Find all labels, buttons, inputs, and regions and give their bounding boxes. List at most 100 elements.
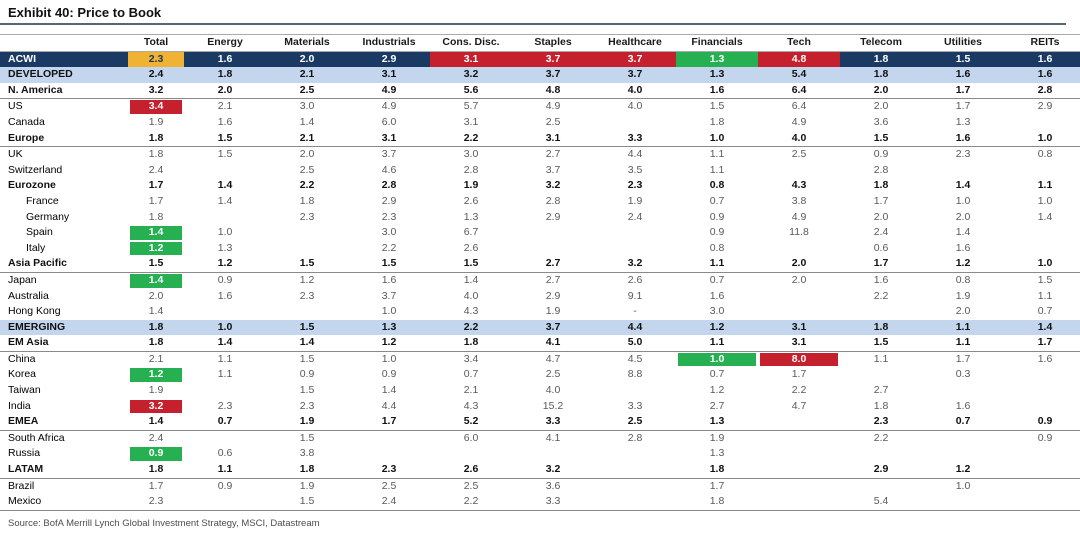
table-cell	[594, 478, 676, 494]
table-cell: 2.8	[873, 163, 889, 176]
table-cell: 4.5	[627, 352, 643, 365]
table-cell: 1.6	[922, 130, 1004, 148]
row-label: ACWI	[0, 51, 128, 68]
table-cell: 1.5	[299, 384, 315, 397]
table-cell: 3.7	[512, 67, 594, 83]
table-cell	[594, 225, 676, 241]
table-row: DEVELOPED 2.4 1.8 2.1 3.1 3.2 3.7 3.7 1.3 5.4 1.8 1…	[0, 67, 1080, 83]
row-label: US	[8, 100, 23, 113]
table-cell: 3.7	[512, 51, 594, 68]
table-cell	[594, 494, 676, 511]
table-cell: 1.5	[217, 148, 233, 161]
table-cell: 1.6	[217, 115, 233, 128]
table-cell	[512, 225, 594, 241]
table-cell: 1.5	[299, 431, 315, 444]
table-cell: 2.1	[148, 352, 164, 365]
row-label: Japan	[8, 273, 37, 286]
table-cell: 2.7	[512, 256, 594, 273]
table-cell: 1.1	[217, 368, 233, 381]
column-header: Tech	[758, 34, 840, 52]
table-cell: 1.3	[676, 67, 758, 83]
highlighted-value: 8.0	[760, 352, 838, 367]
column-header: Cons. Disc.	[430, 34, 512, 52]
table-cell: 2.2	[791, 384, 807, 397]
table-cell: 1.8	[266, 462, 348, 479]
table-cell	[1004, 478, 1080, 494]
table-cell: 3.7	[381, 148, 397, 161]
table-cell: 3.6	[545, 479, 561, 492]
table-cell	[758, 241, 840, 257]
table-cell	[594, 446, 676, 462]
table-cell: 4.9	[348, 82, 430, 100]
table-cell: 2.1	[217, 100, 233, 113]
highlighted-value: 0.9	[129, 447, 183, 462]
highlighted-value: 3.4	[129, 100, 183, 114]
table-cell: 2.5	[791, 148, 807, 161]
table-cell: 4.8	[512, 82, 594, 100]
table-cell: 3.1	[463, 115, 479, 128]
table-cell: 2.3	[217, 399, 233, 412]
row-label: France	[26, 194, 59, 207]
table-cell: 4.9	[545, 100, 561, 113]
table-row: Germany 1.8 2.3 2.3 1.3 2.9 2.4 0.9 4.9 2.0 2.0 1.4	[0, 210, 1080, 226]
table-cell: 2.9	[840, 462, 922, 479]
row-label: EM Asia	[0, 335, 128, 352]
table-cell: 2.7	[709, 399, 725, 412]
table-cell: 3.4	[128, 99, 184, 115]
table-cell: 1.4	[128, 414, 184, 431]
table-cell: 3.3	[512, 414, 594, 431]
table-row: Eurozone 1.7 1.4 2.2 2.8 1.9 3.2 2.3 0.8 4.3 1.8 1.…	[0, 178, 1080, 194]
table-cell: 1.8	[676, 494, 758, 511]
table-cell: 1.1	[1037, 289, 1053, 302]
table-cell: 1.8	[128, 335, 184, 352]
row-label: Canada	[8, 115, 45, 128]
table-cell: 2.0	[873, 100, 889, 113]
table-cell: 3.2	[594, 256, 676, 273]
row-label: Germany	[26, 210, 70, 223]
table-cell: 2.5	[545, 368, 561, 381]
source-note: Source: BofA Merrill Lynch Global Invest…	[8, 517, 320, 529]
table-cell: 0.9	[217, 479, 233, 492]
table-cell: 2.3	[299, 210, 315, 223]
table-cell: 1.6	[217, 289, 233, 302]
table-cell: 2.5	[463, 479, 479, 492]
table-cell: 1.5	[266, 256, 348, 273]
table-cell: 1.0	[184, 319, 266, 336]
table-cell: 1.0	[1037, 194, 1053, 207]
table-cell: 4.0	[545, 384, 561, 397]
table-cell: 2.1	[266, 67, 348, 83]
table-cell: 0.8	[709, 179, 725, 192]
table-cell: 2.5	[594, 414, 676, 431]
table-cell: 3.1	[758, 335, 840, 352]
table-cell: 2.5	[381, 479, 397, 492]
table-cell: 1.9	[148, 115, 164, 128]
table-cell: 2.0	[955, 210, 971, 223]
table-cell: 2.3	[299, 399, 315, 412]
column-header: REITs	[1004, 34, 1080, 52]
table-cell: 1.4	[381, 384, 397, 397]
table-cell: 1.4	[217, 179, 233, 192]
table-cell	[184, 430, 266, 446]
table-cell: 3.2	[430, 67, 512, 83]
table-cell: 1.9	[627, 194, 643, 207]
table-cell	[266, 241, 348, 257]
column-header: Industrials	[348, 34, 430, 52]
table-cell: 1.5	[430, 256, 512, 273]
table-cell: 1.8	[709, 115, 725, 128]
table-cell: 1.9	[545, 305, 561, 318]
table-cell: 1.2	[348, 335, 430, 352]
table-cell	[922, 446, 1004, 462]
table-cell	[184, 210, 266, 226]
table-cell: 3.3	[627, 399, 643, 412]
table-cell: 11.8	[789, 226, 809, 239]
table-cell: 1.6	[922, 67, 1004, 83]
table-cell: 1.3	[955, 115, 971, 128]
table-cell: 0.7	[1037, 305, 1053, 318]
row-label: Spain	[26, 226, 53, 239]
table-cell: 2.3	[627, 179, 643, 192]
table-row: Brazil 1.7 0.9 1.9 2.5 2.5 3.6 1.7 1.0	[0, 478, 1080, 494]
table-cell: 4.4	[594, 319, 676, 336]
table-cell: 3.6	[873, 115, 889, 128]
table-cell: 1.1	[922, 335, 1004, 352]
table-cell: 0.6	[217, 447, 233, 460]
